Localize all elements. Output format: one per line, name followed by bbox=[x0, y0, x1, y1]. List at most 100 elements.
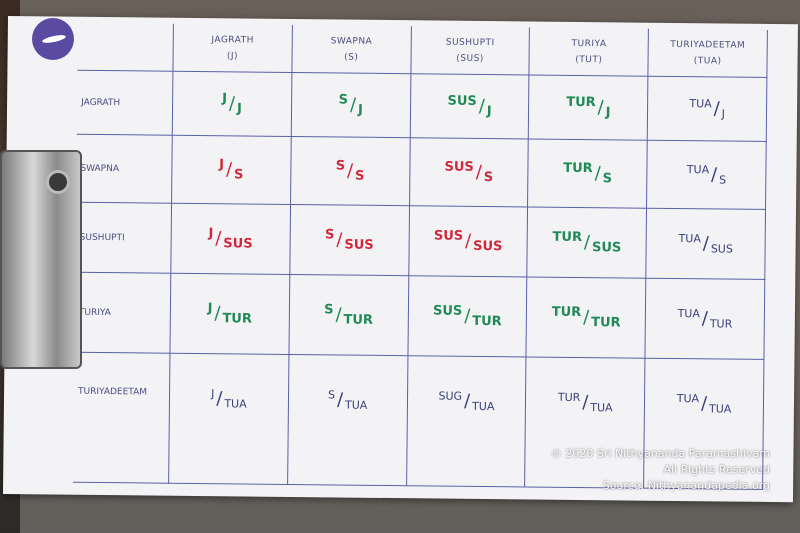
state-fraction: SUS / TUR bbox=[432, 303, 502, 330]
fraction-slash: / bbox=[700, 393, 708, 415]
state-fraction: TUR / S bbox=[563, 160, 613, 187]
state-fraction: J / J bbox=[222, 91, 242, 117]
fraction-slash: / bbox=[215, 228, 222, 250]
fraction-slash: / bbox=[702, 233, 710, 255]
table-cell: TUA / S bbox=[647, 140, 767, 210]
fraction-denominator: S bbox=[602, 171, 613, 187]
state-fraction: J / TUA bbox=[211, 387, 247, 411]
fraction-numerator: TUR bbox=[552, 229, 583, 246]
state-fraction: SUS / S bbox=[444, 159, 493, 186]
state-fraction: SUG / TUA bbox=[438, 389, 495, 414]
fraction-denominator: TUR bbox=[343, 312, 374, 328]
row-label: JAGRATH bbox=[76, 70, 174, 136]
fraction-denominator: SUS bbox=[473, 238, 503, 255]
state-fraction: S / S bbox=[336, 158, 365, 183]
fraction-denominator: TUA bbox=[224, 397, 247, 411]
fraction-slash: / bbox=[336, 389, 344, 411]
paper-sheet: JAGRATH (J) SWAPNA (S) SUSHUPTI (SUS) TURIYA (T… bbox=[2, 16, 798, 503]
table-cell: S / S bbox=[290, 136, 411, 207]
fraction-slash: / bbox=[335, 304, 342, 326]
table-cell: SUS / J bbox=[410, 74, 530, 140]
fraction-slash: / bbox=[336, 229, 343, 251]
fraction-numerator: SUS bbox=[444, 159, 474, 175]
state-fraction: S / TUR bbox=[324, 302, 374, 328]
fraction-slash: / bbox=[597, 97, 604, 119]
state-fraction: J / S bbox=[219, 157, 244, 182]
fraction-numerator: SUS bbox=[432, 303, 463, 319]
state-fraction: S / J bbox=[338, 92, 364, 118]
fraction-slash: / bbox=[228, 93, 236, 115]
fraction-slash: / bbox=[349, 94, 357, 116]
state-fraction: SUS / J bbox=[447, 94, 491, 119]
state-fraction: TUA / J bbox=[689, 97, 725, 121]
fraction-denominator: TUA bbox=[344, 398, 368, 412]
table-cell: TUA / SUS bbox=[646, 208, 767, 280]
fraction-denominator: J bbox=[357, 102, 363, 118]
fraction-slash: / bbox=[346, 160, 354, 182]
state-fraction: TUA / TUR bbox=[677, 307, 733, 331]
table-cell: S / J bbox=[291, 72, 412, 139]
fraction-numerator: S bbox=[327, 388, 336, 402]
state-fraction: TUA / TUA bbox=[677, 392, 732, 416]
state-fraction: TUR / TUA bbox=[557, 390, 613, 415]
fraction-numerator: SUS bbox=[433, 228, 464, 244]
state-fraction: SUS / SUS bbox=[433, 228, 503, 255]
fraction-numerator: SUG bbox=[438, 389, 463, 403]
fraction-denominator: TUR bbox=[222, 311, 252, 327]
fraction-numerator: TUR bbox=[557, 390, 581, 405]
row-label: TURIYA bbox=[74, 272, 172, 354]
table-cell: SUG / TUA bbox=[406, 356, 527, 488]
fraction-numerator: TUA bbox=[686, 163, 710, 177]
table-cell: TUR / J bbox=[529, 75, 649, 141]
state-fraction: J / TUR bbox=[207, 301, 253, 327]
fraction-slash: / bbox=[214, 303, 221, 325]
table-cell: S / TUR bbox=[289, 274, 409, 357]
fraction-slash: / bbox=[225, 159, 233, 181]
table-cell: J / SUS bbox=[171, 203, 291, 275]
fraction-numerator: S bbox=[324, 227, 335, 243]
table-cell: S / TUA bbox=[287, 354, 409, 487]
fraction-denominator: J bbox=[721, 107, 725, 121]
fraction-denominator: TUR bbox=[709, 317, 733, 331]
clipboard-clip bbox=[0, 150, 82, 369]
table-cell: J / TUR bbox=[170, 273, 291, 355]
column-abbr: (TUA) bbox=[693, 55, 722, 66]
column-name: SWAPNA bbox=[330, 35, 373, 47]
fraction-denominator: SUS bbox=[710, 242, 733, 256]
column-abbr: (TUT) bbox=[575, 54, 603, 65]
fraction-denominator: J bbox=[236, 101, 242, 117]
watermark: © 2020 Sri Nithyananda Paramashivam All … bbox=[551, 446, 770, 494]
state-fraction: TUR / TUR bbox=[551, 304, 621, 331]
fraction-denominator: J bbox=[605, 105, 611, 121]
fraction-numerator: S bbox=[338, 92, 349, 108]
column-header: TURIYADEETAM (TUA) bbox=[648, 28, 768, 78]
fraction-numerator: TUR bbox=[566, 94, 596, 111]
fraction-denominator: TUA bbox=[590, 401, 613, 415]
row-label: TURIYADEETAM bbox=[73, 352, 171, 484]
logo-icon bbox=[32, 18, 74, 60]
fraction-denominator: TUR bbox=[472, 313, 502, 330]
fraction-denominator: TUA bbox=[472, 399, 495, 414]
watermark-copyright: © 2020 Sri Nithyananda Paramashivam bbox=[550, 447, 770, 460]
fraction-denominator: SUS bbox=[591, 240, 622, 256]
column-name: TURIYA bbox=[571, 38, 607, 49]
state-fraction: TUA / SUS bbox=[678, 232, 733, 256]
table-cell: SUS / S bbox=[409, 138, 530, 208]
table-cell: J / J bbox=[172, 71, 293, 137]
fraction-numerator: J bbox=[208, 226, 214, 242]
fraction-slash: / bbox=[216, 388, 223, 410]
column-abbr: (SUS) bbox=[456, 53, 484, 64]
fraction-slash: / bbox=[465, 230, 472, 252]
fraction-numerator: TUR bbox=[563, 160, 593, 177]
fraction-slash: / bbox=[710, 164, 718, 186]
fraction-numerator: TUA bbox=[677, 307, 700, 321]
state-fraction: S / TUA bbox=[327, 388, 368, 412]
fraction-numerator: J bbox=[207, 301, 213, 317]
state-fraction: TUR / SUS bbox=[552, 229, 622, 256]
table-cell: J / TUA bbox=[169, 353, 290, 485]
state-fraction: J / SUS bbox=[208, 226, 252, 251]
fraction-numerator: TUR bbox=[551, 304, 582, 321]
column-header: JAGRATH (J) bbox=[173, 23, 293, 73]
table-cell: TUR / TUR bbox=[526, 277, 647, 359]
fraction-denominator: TUR bbox=[591, 315, 621, 331]
